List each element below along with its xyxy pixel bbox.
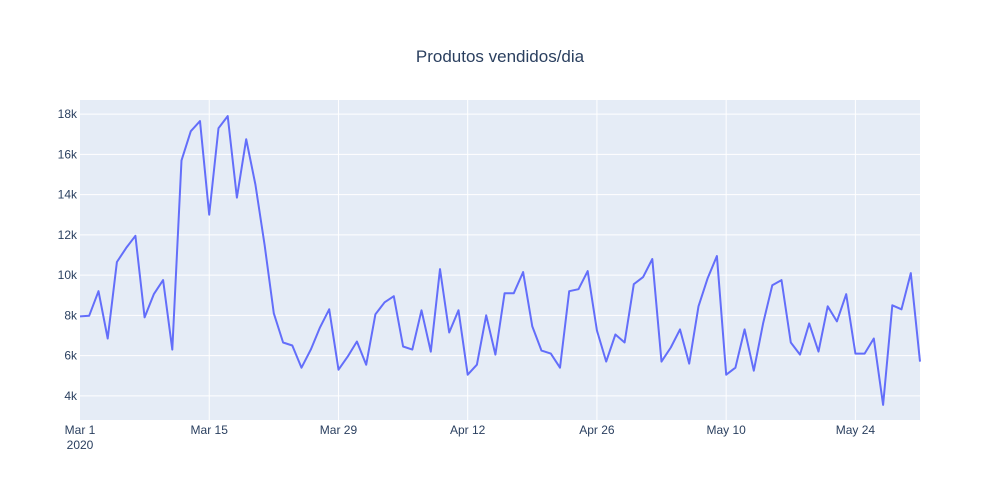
y-tick-label: 18k <box>58 107 78 121</box>
chart-title: Produtos vendidos/dia <box>416 47 585 66</box>
plot-area <box>80 100 920 420</box>
x-tick-year-label: 2020 <box>67 438 94 452</box>
y-tick-labels: 4k 6k 8k 10k 12k 14k 16k 18k <box>58 107 78 403</box>
y-tick-label: 16k <box>58 147 78 161</box>
x-tick-label: Apr 12 <box>450 423 486 437</box>
x-tick-label: May 10 <box>706 423 746 437</box>
y-tick-label: 10k <box>58 268 78 282</box>
y-tick-label: 4k <box>64 389 78 403</box>
x-tick-label: Mar 15 <box>191 423 229 437</box>
x-tick-label: Apr 26 <box>579 423 615 437</box>
y-gridlines <box>80 113 920 397</box>
y-tick-label: 8k <box>64 308 78 322</box>
y-tick-label: 12k <box>58 228 78 242</box>
x-tick-label: May 24 <box>836 423 876 437</box>
series-line <box>79 115 921 406</box>
x-gridlines <box>208 100 856 420</box>
x-tick-label: Mar 1 <box>65 423 96 437</box>
series-layer <box>79 115 921 406</box>
y-tick-label: 14k <box>58 188 78 202</box>
y-tick-label: 6k <box>64 349 78 363</box>
x-tick-label: Mar 29 <box>320 423 358 437</box>
